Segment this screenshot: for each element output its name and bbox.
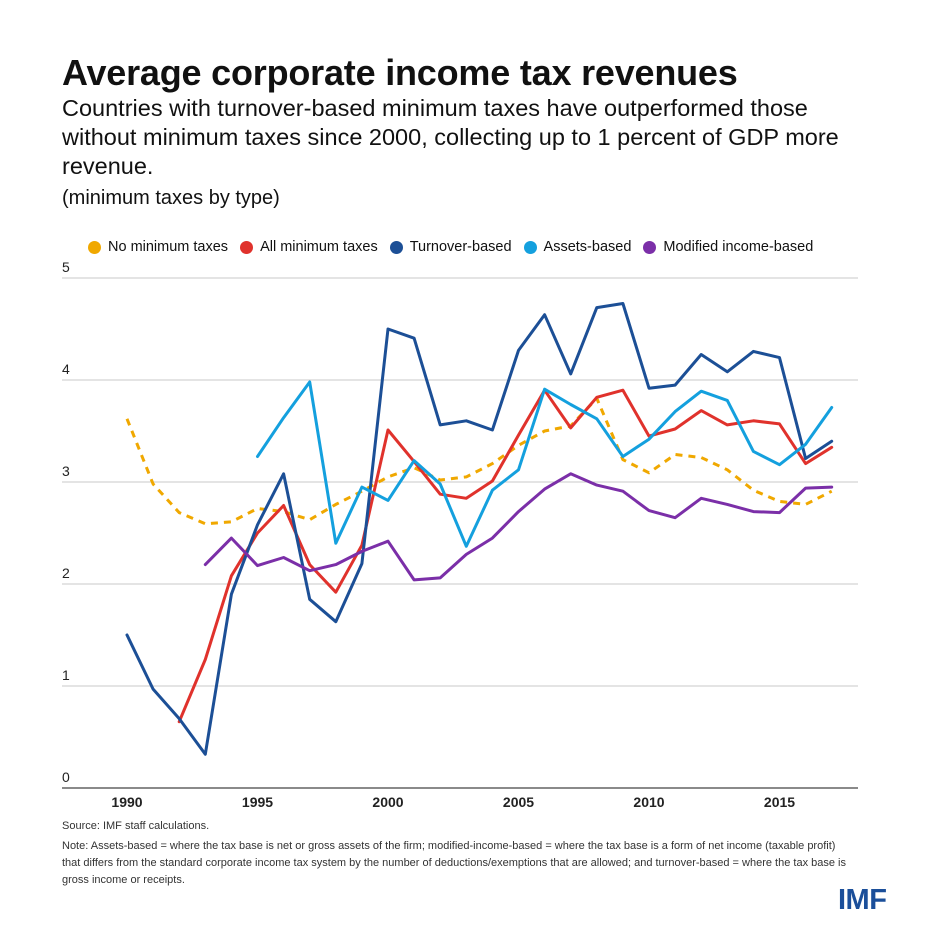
y-tick-label: 2 — [62, 565, 70, 581]
legend-dot-icon — [523, 240, 537, 254]
chart-legend: No minimum taxes All minimum taxes Turno… — [88, 239, 825, 255]
y-tick-label: 4 — [62, 361, 70, 377]
legend-item-assets: Assets-based — [523, 239, 632, 255]
x-tick-label: 2005 — [503, 794, 534, 810]
y-tick-label: 3 — [62, 463, 70, 479]
legend-dot-icon — [88, 240, 101, 254]
x-tick-label: 2010 — [633, 794, 664, 810]
legend-item-no-minimum: No minimum taxes — [88, 239, 228, 255]
series-line-modified-income-based — [203, 472, 834, 582]
legend-item-modified: Modified income-based — [643, 239, 813, 255]
y-tick-label: 5 — [62, 259, 70, 275]
legend-dot-icon — [240, 240, 254, 254]
legend-label: Turnover-based — [409, 239, 512, 255]
series-line-all-minimum-taxes — [177, 388, 834, 724]
legend-dot-icon — [643, 240, 657, 254]
x-tick-label: 2015 — [764, 794, 795, 810]
legend-label: Assets-based — [543, 239, 632, 255]
x-tick-label: 1995 — [242, 794, 273, 810]
legend-dot-icon — [389, 240, 403, 254]
legend-label: No minimum taxes — [108, 239, 229, 255]
chart-unit-label: (minimum taxes by type) — [62, 187, 280, 209]
legend-item-all-minimum: All minimum taxes — [240, 239, 378, 255]
series-line-turnover-based — [125, 302, 834, 756]
chart-title: Average corporate income tax revenues — [62, 52, 738, 93]
source-text: Source: IMF staff calculations. — [62, 820, 210, 832]
x-tick-label: 1990 — [111, 794, 142, 810]
y-tick-label: 0 — [62, 769, 70, 785]
series-line-no-minimum-taxes — [125, 396, 833, 526]
chart-subtitle: Countries with turnover-based minimum ta… — [62, 95, 839, 179]
x-tick-label: 2000 — [372, 794, 403, 810]
note-text: Note: Assets-based = where the tax base … — [62, 840, 846, 886]
legend-item-turnover: Turnover-based — [389, 239, 512, 255]
legend-label: All minimum taxes — [260, 239, 378, 255]
imf-logo: IMF — [838, 884, 887, 916]
legend-label: Modified income-based — [663, 239, 814, 255]
y-tick-label: 1 — [62, 667, 70, 683]
series-line-assets-based — [256, 380, 834, 548]
